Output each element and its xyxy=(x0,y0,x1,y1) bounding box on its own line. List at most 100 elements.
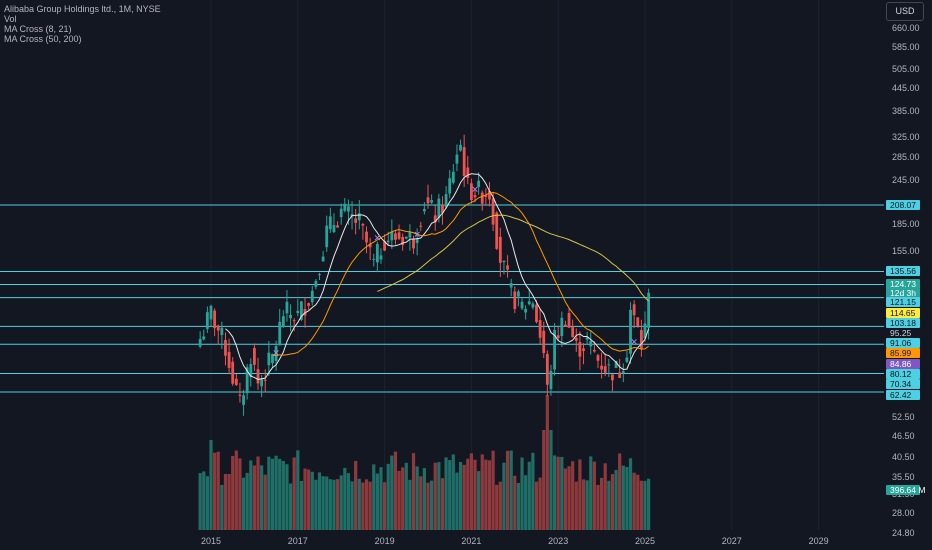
candle-2019-07 xyxy=(404,236,408,239)
ma-cross-8-21-label[interactable]: MA Cross (8, 21) xyxy=(4,24,72,34)
volume-bar-2019-06 xyxy=(401,467,405,530)
candle-2024-07 xyxy=(621,371,625,374)
volume-bar-2022-10 xyxy=(545,395,549,530)
volume-bar-2019-04 xyxy=(393,451,398,530)
volume-bar-2015-03 xyxy=(216,451,220,530)
volume-bar-2021-01 xyxy=(469,453,473,530)
candle-2016-06 xyxy=(271,353,274,364)
volume-bar-2023-04 xyxy=(567,466,571,530)
price-label-70.34 xyxy=(886,379,920,389)
candle-2019-06 xyxy=(401,236,405,245)
volume-bar-2023-03 xyxy=(563,468,568,530)
candle-2024-11 xyxy=(636,317,640,327)
candle-2018-03 xyxy=(347,206,350,212)
volume-bar-2017-09 xyxy=(325,476,329,530)
candle-2022-11 xyxy=(549,370,553,390)
symbol-title[interactable]: Alibaba Group Holdings ltd., 1M, NYSE xyxy=(4,4,161,14)
volume-bar-2018-01 xyxy=(339,475,343,530)
candle-2017-06 xyxy=(314,280,318,287)
volume-bar-2018-02 xyxy=(343,467,347,530)
volume-bar-2015-08 xyxy=(234,450,238,530)
candle-2016-08 xyxy=(278,321,282,346)
volume-bar-2020-06 xyxy=(444,457,448,530)
candle-2024-05 xyxy=(614,360,618,368)
candle-2024-02 xyxy=(603,366,607,373)
candle-2023-05 xyxy=(571,327,575,338)
candle-2015-04 xyxy=(220,327,224,336)
candle-2020-11 xyxy=(462,147,466,177)
candle-2022-01 xyxy=(513,291,517,309)
volume-bar-2024-02 xyxy=(603,463,607,530)
volume-bar-2021-08 xyxy=(495,484,499,530)
currency-button[interactable]: USD xyxy=(886,2,924,21)
volume-bar-2019-12 xyxy=(422,468,426,530)
candle-2023-01 xyxy=(556,335,560,339)
candle-2022-07 xyxy=(535,304,538,323)
price-tick-445: 445.00 xyxy=(892,83,920,93)
volume-bar-2021-11 xyxy=(505,450,510,530)
price-tick-24.8: 24.80 xyxy=(892,528,915,538)
price-label-396.64M xyxy=(886,485,920,495)
volume-bar-2017-01 xyxy=(296,450,300,530)
volume-bar-2021-09 xyxy=(498,481,502,530)
candle-2016-04 xyxy=(263,379,267,381)
candle-2019-01 xyxy=(383,241,386,251)
price-label-text: 114.65 xyxy=(890,308,916,318)
candle-2024-04 xyxy=(611,374,614,381)
volume-indicator-label[interactable]: Vol xyxy=(4,14,17,24)
candle-2022-03 xyxy=(520,301,524,309)
candle-2021-01 xyxy=(470,183,473,201)
price-label-text: 70.34 xyxy=(890,379,912,389)
volume-bar-2021-02 xyxy=(473,459,477,530)
candle-2017-09 xyxy=(325,225,329,248)
price-label-text: 208.07 xyxy=(890,200,916,210)
volume-bar-2017-07 xyxy=(317,472,322,530)
candle-2018-10 xyxy=(372,258,376,260)
candle-2023-07 xyxy=(578,342,582,357)
volume-bar-2017-05 xyxy=(310,471,314,530)
candle-2020-02 xyxy=(430,200,434,203)
volume-bar-2018-04 xyxy=(350,481,354,530)
volume-bar-2018-11 xyxy=(375,473,379,530)
volume-bar-2016-06 xyxy=(270,458,275,530)
volume-bar-2024-11 xyxy=(636,474,640,530)
volume-bar-2020-09 xyxy=(455,472,459,530)
candle-2022-06 xyxy=(531,303,535,308)
candle-2021-07 xyxy=(491,198,495,225)
candle-2022-10 xyxy=(545,353,549,385)
time-axis[interactable]: 2015 2017 2019 2021 2023 2025 2027 2029 xyxy=(201,536,829,546)
volume-bar-2019-07 xyxy=(404,462,408,530)
volume-bar-2024-07 xyxy=(621,465,625,530)
candle-2021-02 xyxy=(473,195,477,198)
price-label-text: 91.06 xyxy=(890,338,912,348)
volume-bar-2015-02 xyxy=(213,452,217,530)
price-tick-28.0: 28.00 xyxy=(892,508,915,518)
volume-bar-2024-06 xyxy=(618,453,622,530)
candle-2019-04 xyxy=(394,233,397,240)
candle-2018-01 xyxy=(339,208,343,218)
ma-cross-50-200-label[interactable]: MA Cross (50, 200) xyxy=(4,34,82,44)
volume-bar-2024-10 xyxy=(632,472,636,530)
candle-2020-06 xyxy=(444,194,448,208)
volume-bar-2019-03 xyxy=(390,455,394,530)
volume-bar-2024-01 xyxy=(600,477,604,530)
candle-2023-04 xyxy=(567,312,571,328)
volume-bar-2020-01 xyxy=(426,482,430,530)
volume-bar-2016-09 xyxy=(281,460,285,530)
candle-2016-09 xyxy=(281,316,285,327)
price-label-text: 396.64 M xyxy=(890,485,925,495)
candle-2023-12 xyxy=(596,355,600,361)
price-label-114.65 xyxy=(886,308,920,318)
candle-2016-01 xyxy=(253,347,256,365)
volume-bar-2016-10 xyxy=(285,464,289,530)
grid xyxy=(210,0,820,530)
volume-bar-2016-05 xyxy=(267,456,271,530)
candle-2025-01 xyxy=(643,323,647,339)
candle-2019-12 xyxy=(422,208,426,212)
volume-bar-2016-03 xyxy=(260,465,264,530)
volume-bar-2025-02 xyxy=(647,478,651,530)
volume-bar-2022-05 xyxy=(527,461,531,530)
volume-bar-2018-08 xyxy=(364,479,369,530)
volume-bar-2020-02 xyxy=(430,480,434,530)
